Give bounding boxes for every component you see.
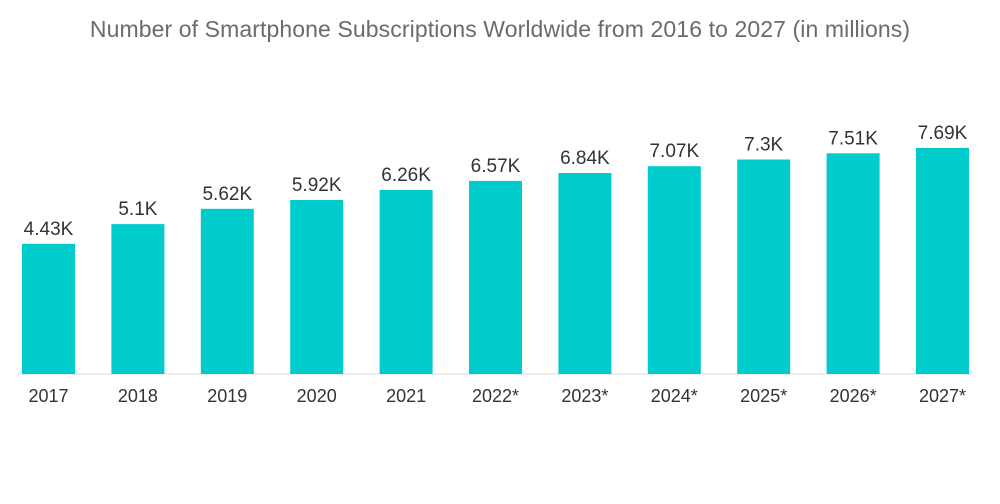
bar-value-label: 6.26K <box>381 165 431 186</box>
bar-2018 <box>111 224 165 374</box>
bar-value-label: 5.1K <box>118 199 157 220</box>
bar-2025 <box>737 159 791 374</box>
bar-2020 <box>290 200 344 374</box>
bar-value-label: 6.84K <box>560 148 610 169</box>
chart-title: Number of Smartphone Subscriptions World… <box>89 16 911 42</box>
bar-2026 <box>826 153 880 374</box>
bar-value-label: 4.43K <box>24 219 74 240</box>
bar-value-label: 6.57K <box>471 156 521 177</box>
bar-2017 <box>22 243 75 374</box>
bar-value-label: 5.62K <box>202 184 252 205</box>
bar-value-label: 7.69K <box>918 123 968 144</box>
x-tick-label: 2024* <box>651 386 698 406</box>
tick-labels-group: 2017 2018 2019 2020 2021 2022* 2023* 2024* 2025*… <box>28 386 966 406</box>
bar-2023 <box>558 173 612 374</box>
x-tick-label: 2023* <box>561 386 608 406</box>
bar-value-label: 7.07K <box>649 141 699 162</box>
x-tick-label: 2019 <box>207 386 247 406</box>
bar-2024 <box>647 166 701 374</box>
bar-value-label: 7.3K <box>744 135 783 156</box>
bar-2021 <box>379 190 433 374</box>
bar-value-label: 5.92K <box>292 175 342 196</box>
bar-2027 <box>916 148 969 374</box>
x-tick-label: 2020 <box>297 386 337 406</box>
x-tick-label: 2027* <box>919 386 966 406</box>
x-tick-label: 2022* <box>472 386 519 406</box>
x-tick-label: 2017 <box>28 386 68 406</box>
bar-value-label: 7.51K <box>828 128 878 149</box>
x-tick-label: 2026* <box>830 386 877 406</box>
bar-2022 <box>469 180 522 374</box>
x-tick-label: 2021 <box>386 386 426 406</box>
bars-group <box>22 148 969 374</box>
x-tick-label: 2025* <box>740 386 787 406</box>
value-labels-group: 4.43K 5.1K 5.62K 5.92K 6.26K 6.57K 6.84K 7.07K 7… <box>24 123 968 240</box>
bar-2019 <box>200 208 254 374</box>
x-tick-label: 2018 <box>118 386 158 406</box>
